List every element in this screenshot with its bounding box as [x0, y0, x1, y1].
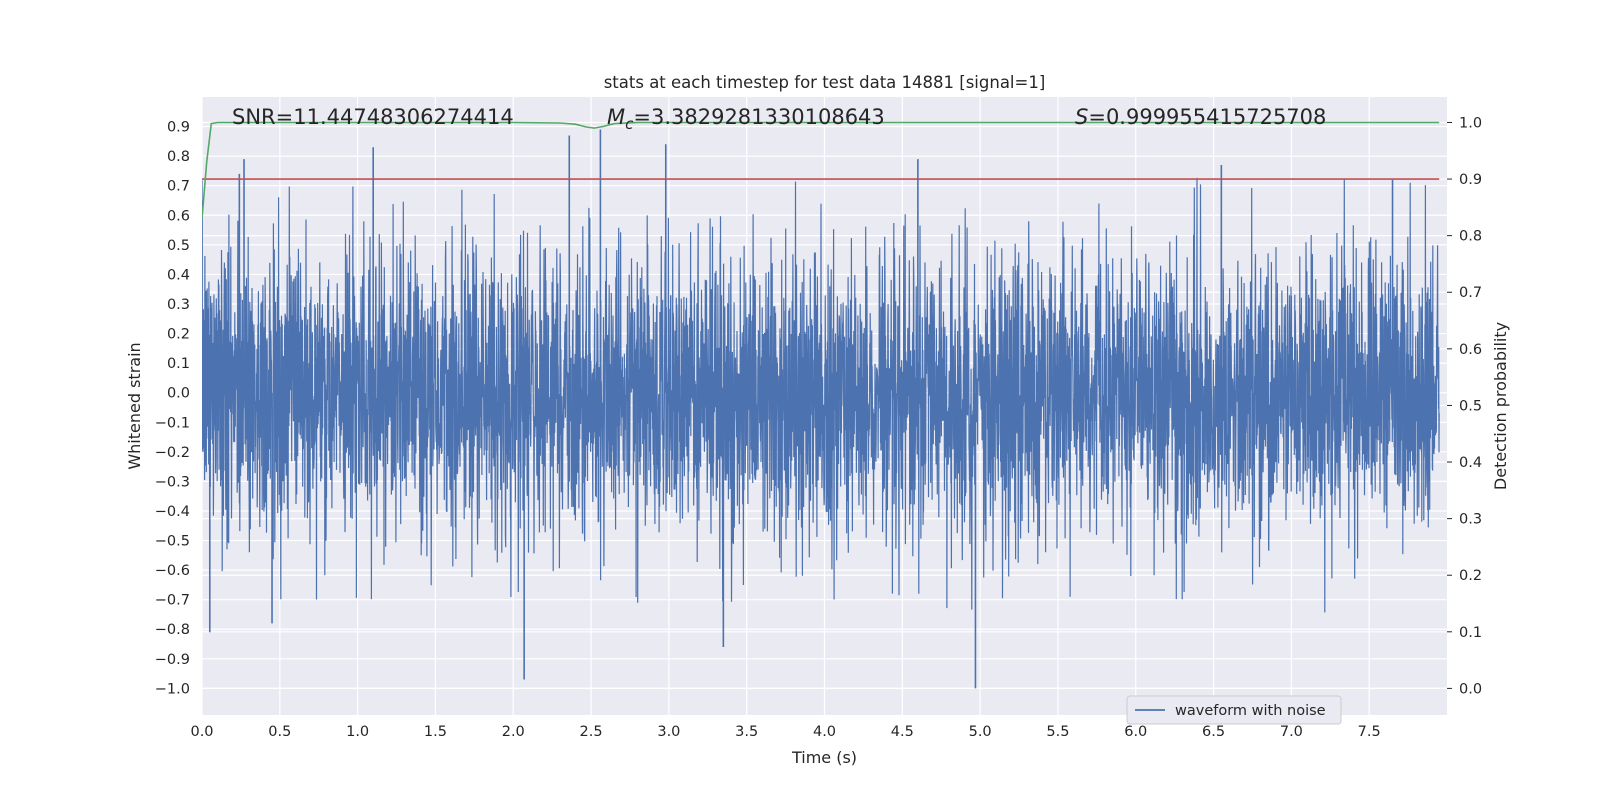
y2-tick-label: 1.0: [1459, 115, 1482, 131]
x-tick-label: 7.0: [1280, 724, 1303, 740]
x-tick-label: 1.5: [424, 724, 447, 740]
chirp-mass-annotation: Mc=3.3829281330108643: [607, 105, 885, 133]
legend: waveform with noise: [1126, 695, 1342, 725]
x-tick-label: 2.5: [580, 724, 603, 740]
x-tick-label: 6.0: [1124, 724, 1147, 740]
x-tick-label: 5.0: [969, 724, 992, 740]
y-tick-label: 0.2: [167, 327, 190, 343]
y-tick-label: −0.3: [155, 474, 190, 490]
y-tick-label: 0.4: [167, 267, 190, 283]
x-axis-ticks: 0.0 0.5 1.0 1.5 2.0 2.5 3.0 3.5 4.0 4.5 5.0 5.5 6.0 6…: [190, 724, 1380, 740]
y-tick-label: −0.9: [155, 652, 190, 668]
chart-title: stats at each timestep for test data 148…: [604, 73, 1046, 92]
x-axis-title: Time (s): [791, 748, 857, 767]
y-tick-label: −0.6: [155, 563, 190, 579]
y-tick-label: 0.9: [167, 120, 190, 136]
y2-axis-title: Detection probability: [1491, 322, 1510, 490]
waveform-spikes: [202, 129, 1394, 689]
y2-tick-label: 0.7: [1459, 285, 1482, 301]
x-tick-label: 2.0: [502, 724, 525, 740]
y2-tick-label: 0.1: [1459, 625, 1482, 641]
y-tick-label: 0.8: [167, 149, 190, 165]
y-tick-label: −1.0: [155, 681, 190, 697]
x-tick-label: 4.0: [813, 724, 836, 740]
y2-tick-label: 0.2: [1459, 568, 1482, 584]
y2-tick-label: 0.0: [1459, 681, 1482, 697]
x-tick-label: 0.5: [268, 724, 291, 740]
x-tick-label: 3.5: [735, 724, 758, 740]
y-tick-label: 0.3: [167, 297, 190, 313]
plot-area: [202, 121, 1440, 689]
y-tick-label: 0.5: [167, 238, 190, 254]
y-tick-label: 0.6: [167, 208, 190, 224]
y2-tick-label: 0.6: [1459, 342, 1482, 358]
legend-label: waveform with noise: [1175, 703, 1326, 719]
y-axis-title: Whitened strain: [125, 342, 144, 469]
y-tick-label: −0.1: [155, 415, 190, 431]
x-tick-label: 0.0: [190, 724, 213, 740]
x-tick-label: 3.0: [657, 724, 680, 740]
snr-annotation: SNR=11.44748306274414: [232, 105, 514, 129]
y2-tick-label: 0.8: [1459, 229, 1482, 245]
y-tick-label: −0.5: [155, 534, 190, 550]
x-tick-label: 1.0: [346, 724, 369, 740]
y2-tick-label: 0.3: [1459, 512, 1482, 528]
x-tick-label: 4.5: [891, 724, 914, 740]
y2-tick-label: 0.5: [1459, 398, 1482, 414]
y-tick-label: 0.0: [167, 386, 190, 402]
x-tick-label: 6.5: [1202, 724, 1225, 740]
x-tick-label: 7.5: [1358, 724, 1381, 740]
x-tick-label: 5.5: [1046, 724, 1069, 740]
y-tick-label: −0.7: [155, 593, 190, 609]
s-annotation: S=0.999955415725708: [1075, 105, 1326, 129]
y2-axis-ticks: 1.0 0.9 0.8 0.7 0.6 0.5 0.4 0.3 0.2 0.1 0.0: [1447, 115, 1482, 697]
y-tick-label: −0.8: [155, 622, 190, 638]
detection-probability-series: [202, 121, 1440, 219]
waveform-series: [202, 177, 1440, 613]
y-axis-ticks: 0.9 0.8 0.7 0.6 0.5 0.4 0.3 0.2 0.1 0.0 −0.1 −0.2 −0…: [155, 120, 190, 698]
y2-tick-label: 0.9: [1459, 172, 1482, 188]
y2-tick-label: 0.4: [1459, 455, 1482, 471]
y-tick-label: 0.1: [167, 356, 190, 372]
y-tick-label: −0.2: [155, 445, 190, 461]
y-tick-label: −0.4: [155, 504, 190, 520]
y-tick-label: 0.7: [167, 179, 190, 195]
legend-box: [1126, 695, 1342, 725]
